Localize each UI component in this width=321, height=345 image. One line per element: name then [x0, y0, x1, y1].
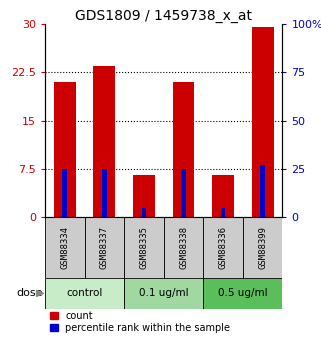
- Text: GSM88334: GSM88334: [60, 226, 69, 269]
- Bar: [62, 169, 67, 217]
- Text: GSM88336: GSM88336: [219, 226, 228, 269]
- Bar: [203, 278, 282, 309]
- Bar: [133, 176, 155, 217]
- Bar: [221, 208, 225, 217]
- Bar: [45, 278, 124, 309]
- Legend: count, percentile rank within the sample: count, percentile rank within the sample: [50, 311, 230, 333]
- Text: 0.5 ug/ml: 0.5 ug/ml: [218, 288, 268, 298]
- Bar: [181, 169, 186, 217]
- Text: 0.1 ug/ml: 0.1 ug/ml: [139, 288, 188, 298]
- Bar: [84, 217, 124, 278]
- Text: GSM88335: GSM88335: [139, 226, 148, 269]
- Text: GSM88337: GSM88337: [100, 226, 109, 269]
- Text: dose: dose: [16, 288, 43, 298]
- Bar: [124, 217, 164, 278]
- Bar: [45, 217, 84, 278]
- Bar: [252, 27, 273, 217]
- Title: GDS1809 / 1459738_x_at: GDS1809 / 1459738_x_at: [75, 9, 252, 23]
- Bar: [173, 82, 195, 217]
- Bar: [203, 217, 243, 278]
- Bar: [164, 217, 203, 278]
- Bar: [54, 82, 76, 217]
- Text: GSM88399: GSM88399: [258, 226, 267, 269]
- Bar: [212, 176, 234, 217]
- Bar: [102, 169, 107, 217]
- Bar: [142, 208, 146, 217]
- Bar: [260, 165, 265, 217]
- Bar: [243, 217, 282, 278]
- Bar: [124, 278, 203, 309]
- Bar: [93, 66, 115, 217]
- Text: GSM88338: GSM88338: [179, 226, 188, 269]
- Text: control: control: [66, 288, 103, 298]
